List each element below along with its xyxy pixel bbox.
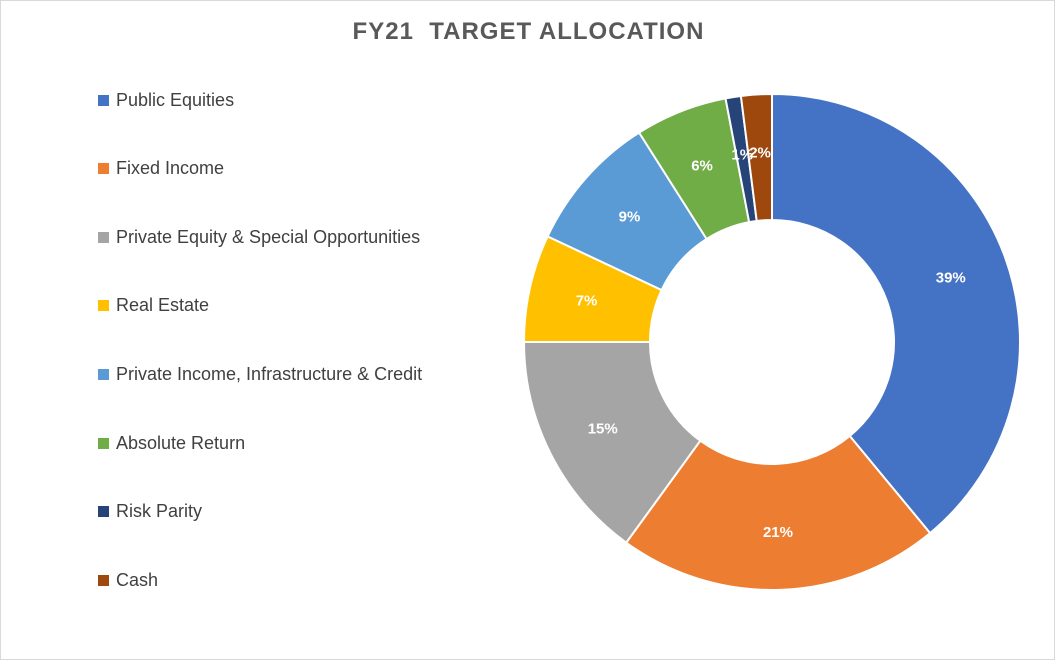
data-label-private-income: 9% (619, 208, 641, 225)
data-label-cash: 2% (749, 144, 771, 161)
data-label-real-estate: 7% (576, 293, 598, 310)
donut-slices (524, 94, 1020, 590)
data-label-public-equities: 39% (936, 270, 966, 287)
data-label-fixed-income: 21% (763, 524, 793, 541)
data-label-private-equity: 15% (588, 420, 618, 437)
data-label-absolute-return: 6% (691, 157, 713, 174)
